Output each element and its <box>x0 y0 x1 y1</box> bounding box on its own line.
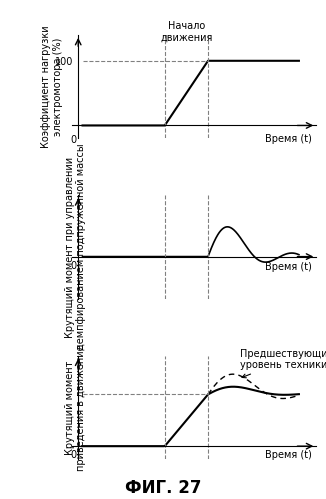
Text: Время (t): Время (t) <box>265 451 312 461</box>
Y-axis label: Крутящий момент
приведения в движение: Крутящий момент приведения в движение <box>65 344 86 471</box>
Y-axis label: Крутящий момент при управлении
демпфированием подпруженной массы: Крутящий момент при управлении демпфиров… <box>65 144 86 350</box>
Text: 0: 0 <box>71 135 77 145</box>
Text: Время (t): Время (t) <box>265 262 312 272</box>
Text: Предшествующий
уровень техники: Предшествующий уровень техники <box>241 349 326 378</box>
Text: Время (t): Время (t) <box>265 134 312 144</box>
Y-axis label: Коэффициент нагрузки
электромотора (%): Коэффициент нагрузки электромотора (%) <box>41 25 63 148</box>
Text: ФИГ. 27: ФИГ. 27 <box>125 479 201 497</box>
Text: 0: 0 <box>71 450 77 460</box>
Text: Начало
движения: Начало движения <box>160 21 213 43</box>
Text: 0: 0 <box>71 261 77 271</box>
